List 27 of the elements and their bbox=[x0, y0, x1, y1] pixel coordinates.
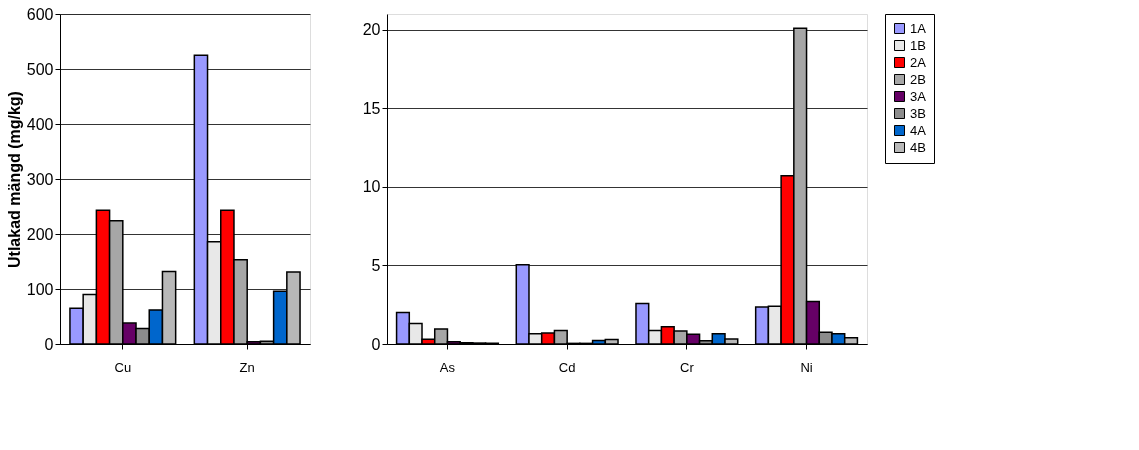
y-tick-label: 15 bbox=[362, 99, 381, 117]
y-tick-label: 400 bbox=[26, 115, 54, 133]
legend-label: 3B bbox=[910, 105, 926, 121]
legend-label: 1A bbox=[910, 20, 927, 36]
legend-label: 2A bbox=[910, 54, 927, 70]
x-tick-label: As bbox=[439, 359, 456, 375]
x-tick-label: Zn bbox=[239, 359, 255, 375]
y-tick-label: 500 bbox=[26, 60, 54, 78]
y-tick-label: 5 bbox=[371, 256, 381, 274]
y-tick-label: 10 bbox=[362, 178, 381, 196]
x-tick-label: Cu bbox=[114, 359, 132, 375]
x-tick-label: Cr bbox=[679, 359, 695, 375]
legend-label: 1B bbox=[910, 37, 926, 53]
y-tick-label: 300 bbox=[26, 170, 54, 188]
y-tick-label: 200 bbox=[26, 225, 54, 243]
y-tick-label: 100 bbox=[26, 280, 54, 298]
x-tick-label: Cd bbox=[558, 359, 576, 375]
legend-label: 4B bbox=[910, 139, 926, 155]
legend-label: 3A bbox=[910, 88, 927, 104]
y-tick-label: 0 bbox=[44, 335, 54, 353]
legend-label: 4A bbox=[910, 122, 927, 138]
legend-label: 2B bbox=[910, 71, 926, 87]
y-axis-title: Utlakad mängd (mg/kg) bbox=[5, 91, 23, 268]
y-tick-label: 20 bbox=[362, 21, 381, 39]
x-tick-label: Ni bbox=[800, 359, 813, 375]
y-tick-label: 600 bbox=[26, 5, 54, 23]
y-tick-label: 0 bbox=[371, 335, 381, 353]
